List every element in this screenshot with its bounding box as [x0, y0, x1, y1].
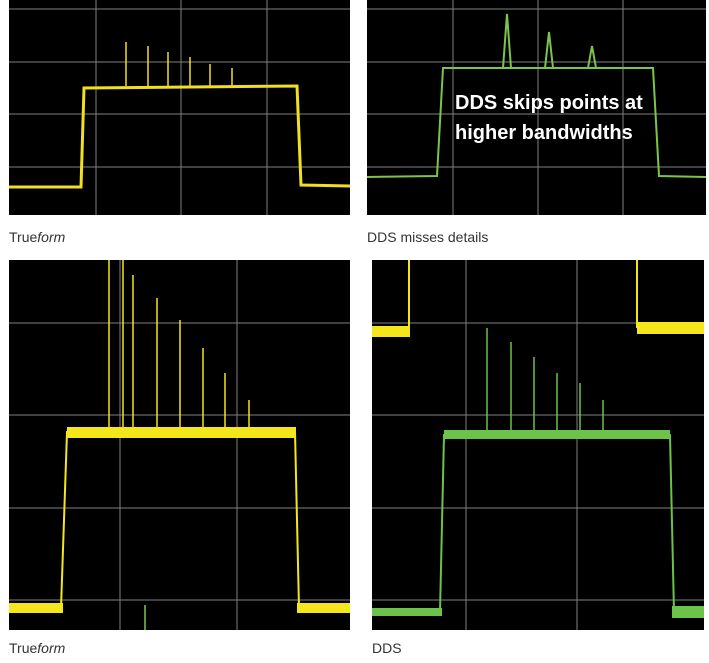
trueform-detail-plot: [9, 260, 350, 630]
dds-detail-plot: [372, 260, 704, 630]
dds-scope-panel-top: DDS skips points at higher bandwidths: [367, 0, 706, 215]
overlay-annotation: DDS skips points at higher bandwidths: [455, 88, 643, 148]
dds-waveform-plot: [367, 0, 706, 215]
baseline-noise-left: [9, 603, 63, 613]
harmonic-spurs: [125, 42, 233, 86]
caption-dds-top: DDS misses details: [367, 229, 489, 245]
dds-spurs: [502, 13, 597, 69]
overlay-line-2: higher bandwidths: [455, 122, 633, 144]
dds-scope-panel-bottom: [372, 260, 704, 630]
grid-lines: [372, 260, 704, 630]
baseline-noise-right: [672, 606, 704, 618]
caption-trueform-bottom: Trueform: [9, 640, 65, 656]
baseline-noise-left: [372, 608, 442, 616]
caption-suffix: form: [37, 229, 66, 245]
grid-lines: [367, 0, 706, 215]
caption-prefix: True: [9, 640, 38, 656]
caption-trueform-top: Trueform: [9, 229, 65, 245]
harmonic-spurs: [108, 260, 250, 432]
caption-dds-bottom: DDS: [372, 640, 402, 656]
dds-detail-pulse-trace: [372, 434, 704, 615]
trueform-scope-panel-top: [9, 0, 350, 215]
pulse-top-noise: [67, 427, 296, 438]
dds-spurs: [486, 328, 604, 435]
grid-lines: [9, 0, 350, 215]
overlay-line-1: DDS skips points at: [455, 92, 643, 114]
trueform-scope-panel-bottom: [9, 260, 350, 630]
caption-suffix: form: [37, 640, 66, 656]
yellow-reference-trace: [372, 260, 704, 337]
caption-prefix: True: [9, 229, 38, 245]
trueform-pulse-trace: [9, 84, 350, 189]
trueform-detail-pulse-trace: [9, 431, 350, 609]
dds-pulse-trace: [367, 67, 706, 178]
baseline-noise-right: [297, 603, 350, 613]
trueform-waveform-plot: [9, 0, 350, 215]
